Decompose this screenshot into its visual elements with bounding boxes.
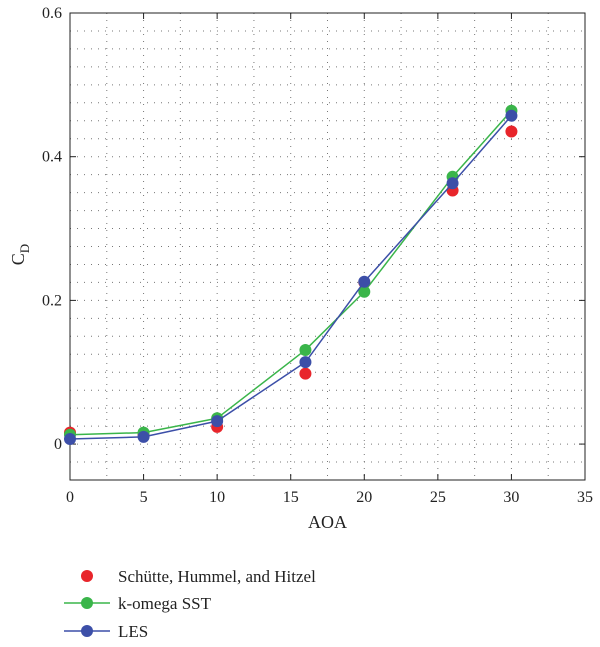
y-axis-label-main: C [8,253,28,265]
data-point [358,275,371,288]
legend-marker [81,597,93,609]
x-tick-label: 10 [209,489,225,506]
x-tick-label: 20 [356,489,372,506]
axis-ticks: 0 5 10 15 20 25 30 35 0 0.2 0.4 0.6 [42,5,593,506]
x-tick-label: 30 [503,489,519,506]
y-tick-label: 0.6 [42,5,62,22]
y-axis-label-sub: D [17,244,32,253]
x-tick-label: 25 [430,489,446,506]
grid [69,12,586,481]
data-point [299,356,312,369]
data-point [505,125,518,138]
legend-marker [81,570,93,582]
legend: Schütte, Hummel, and Hitzel k-omega SST LE… [64,567,316,641]
x-tick-label: 0 [66,489,74,506]
data-point [446,177,459,190]
data-point [137,430,150,443]
x-tick-label: 5 [140,489,148,506]
y-tick-label: 0 [54,436,62,453]
series-layer [64,104,518,446]
data-point [211,415,224,428]
y-tick-label: 0.2 [42,292,62,309]
x-tick-label: 35 [577,489,593,506]
legend-marker [81,625,93,637]
y-tick-label: 0.4 [42,149,62,166]
y-axis-label: CD [8,244,32,265]
x-axis-label: AOA [308,512,347,532]
legend-label: k-omega SST [118,594,212,613]
legend-label: Schütte, Hummel, and Hitzel [118,567,316,586]
data-point [299,343,312,356]
data-point [64,433,76,446]
x-tick-label: 15 [283,489,299,506]
data-point [299,367,312,380]
data-point [505,109,518,122]
plot-frame [69,12,586,481]
series-2 [64,109,518,446]
data-point [358,285,371,298]
series-line [69,115,512,440]
legend-label: LES [118,622,148,641]
